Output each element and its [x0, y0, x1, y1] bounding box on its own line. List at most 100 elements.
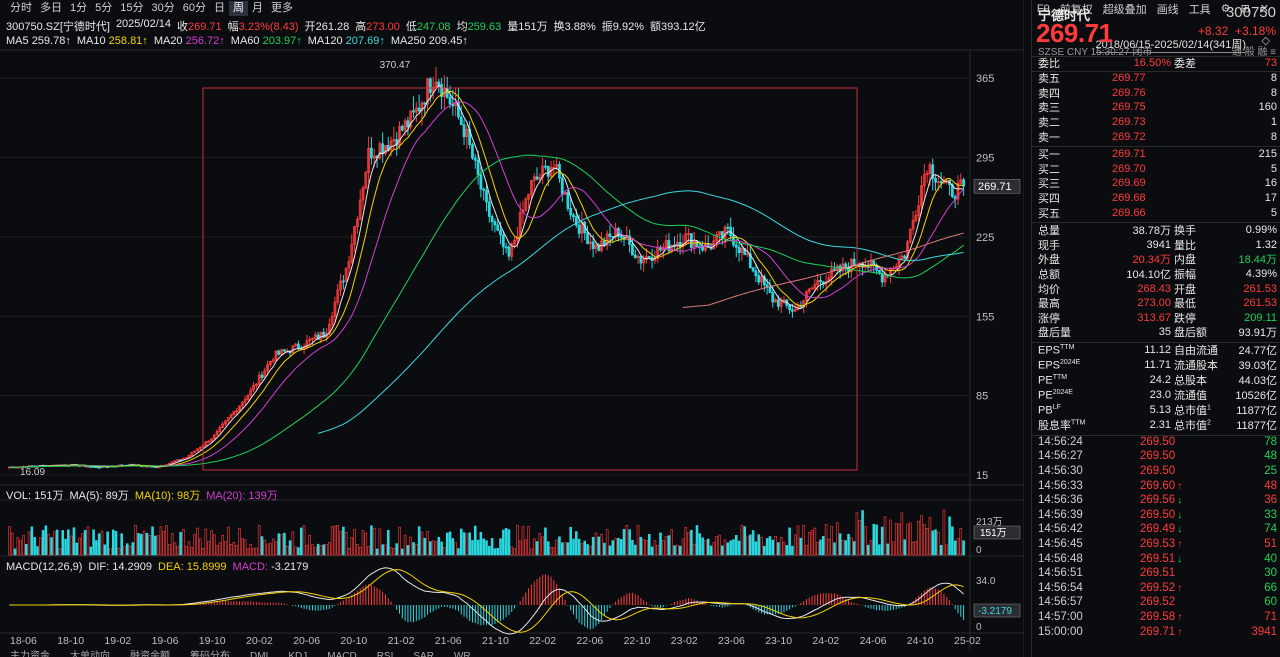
time-tick-label: 22-06	[576, 635, 603, 647]
fundamental-label-sup: TTM	[1052, 373, 1068, 381]
volume-bar	[36, 546, 39, 556]
stat-label: 盘后额	[1174, 327, 1207, 340]
ask-label: 卖三	[1038, 102, 1060, 115]
candle-body	[594, 244, 598, 249]
tick-arrow-icon: ↑	[1177, 626, 1183, 638]
candle-body	[173, 460, 177, 463]
timeframe-tab[interactable]: 月	[252, 2, 263, 14]
volume-bar	[807, 531, 811, 556]
stock-name: 宁德时代	[1038, 8, 1091, 23]
volume-bar	[788, 527, 791, 556]
divider	[1032, 222, 1280, 223]
bid-volume: 215	[1258, 148, 1277, 161]
tick-price: 269.58 ↑	[1140, 611, 1218, 623]
diamond-icon[interactable]: ◇	[1261, 35, 1270, 47]
volume-bar	[892, 541, 895, 556]
timeframe-tab[interactable]: 5分	[95, 2, 113, 14]
volume-bar	[123, 545, 126, 556]
candle-body	[473, 157, 477, 161]
timeframe-tab[interactable]: 日	[214, 2, 225, 14]
indicator-tab[interactable]: DMI	[250, 651, 269, 657]
indicator-tab[interactable]: 融资余额	[130, 651, 170, 657]
timeframe-tab[interactable]: 30分	[151, 2, 175, 14]
volume-bar	[774, 535, 777, 556]
volume-bar	[437, 536, 441, 556]
timeframe-tab[interactable]: 分时	[10, 2, 32, 14]
volume-bar	[476, 539, 480, 556]
adjust-button[interactable]: 前复权	[1059, 3, 1093, 16]
volume-bar	[10, 532, 14, 556]
volume-bar	[841, 539, 845, 556]
f9-button[interactable]: F9	[1036, 2, 1050, 15]
draw-button[interactable]: 画线	[1156, 3, 1179, 16]
fundamental-label: 流通值	[1174, 387, 1207, 403]
indicator-tab[interactable]: SAR	[413, 651, 434, 657]
candle-body	[962, 179, 965, 187]
quote-flags[interactable]: 通 般 融 ≡	[1231, 47, 1276, 58]
timeframe-tab[interactable]: 60分	[182, 2, 206, 14]
settings-icon[interactable]: ⊞	[1240, 3, 1250, 15]
indicator-tab[interactable]: MACD	[327, 651, 357, 657]
gear-icon[interactable]: ⚙	[1220, 3, 1231, 15]
volume-bar	[603, 542, 606, 556]
volume-bar	[204, 528, 208, 556]
stat-value: 93.91万	[1238, 327, 1277, 340]
timeframe-tab[interactable]: 多日	[40, 2, 62, 14]
timeframe-tab[interactable]: 更多	[271, 2, 293, 14]
volume-bar	[86, 526, 90, 556]
time-tick-label: 18-06	[10, 635, 37, 647]
candle-body	[370, 147, 373, 159]
timeframe-tab[interactable]: 周	[229, 1, 248, 16]
volume-bar	[490, 538, 494, 556]
macd-title: MACD(12,26,9)	[6, 561, 83, 573]
candle-body	[179, 459, 182, 461]
ma120-label: MA120	[307, 35, 343, 47]
indicator-tab[interactable]: 主力资金	[10, 651, 50, 657]
volume-bar	[440, 541, 443, 556]
candle-body	[198, 446, 202, 450]
indicator-tab[interactable]: WR	[453, 651, 471, 657]
date-range[interactable]: 2018/06/15-2025/02/14(341周)	[1095, 36, 1246, 53]
candle-body	[434, 81, 438, 88]
tick-time: 14:57:00	[1038, 611, 1083, 623]
candle-body	[305, 340, 309, 348]
volume-bar	[518, 540, 522, 556]
indicator-tab[interactable]: 大单动向	[70, 651, 110, 657]
volume-bar	[953, 540, 957, 556]
tools-button[interactable]: 工具	[1188, 3, 1211, 16]
candle-body	[572, 214, 575, 218]
stat-value: 38.78万	[1132, 225, 1171, 238]
stat-value: 268.43	[1137, 282, 1171, 295]
volume-bar	[468, 532, 471, 556]
volume-bar	[263, 539, 267, 556]
tick-volume: 36	[1264, 494, 1277, 507]
indicator-tab[interactable]: 筹码分布	[190, 651, 230, 657]
trade-tick-row: 15:00:00 269.71 ↑ 3941	[1032, 626, 1280, 641]
volume-bar	[353, 529, 356, 556]
volume-bar	[24, 544, 28, 556]
selection-box[interactable]	[202, 87, 858, 471]
bid-row: 买一 269.71 215	[1032, 147, 1280, 162]
volume-bar	[16, 537, 20, 556]
fundamental-label-sup: LF	[1052, 403, 1061, 411]
indicator-tab[interactable]: RSI	[376, 651, 394, 657]
tick-price: 269.50	[1140, 450, 1218, 462]
volume-bar	[530, 548, 533, 556]
ma60-value: 203.97↑	[262, 35, 302, 47]
candle-body	[319, 331, 323, 340]
tick-price: 269.53 ↑	[1140, 538, 1218, 550]
overlay-button[interactable]: 超级叠加	[1102, 3, 1147, 16]
candle-body	[266, 364, 269, 372]
ask-row: 卖二 269.73 1	[1032, 115, 1280, 130]
volume-bar	[33, 537, 36, 556]
candle-body	[880, 273, 884, 283]
volume-bar	[928, 517, 932, 556]
ask-price: 269.72	[1112, 130, 1146, 143]
volume-bar	[937, 531, 940, 556]
timeframe-tab[interactable]: 15分	[120, 2, 144, 14]
timeframe-tab[interactable]: 1分	[70, 2, 88, 14]
close-icon[interactable]: ✕	[1259, 3, 1269, 15]
indicator-tab[interactable]: KDJ	[288, 651, 308, 657]
volume-bar	[712, 542, 716, 556]
